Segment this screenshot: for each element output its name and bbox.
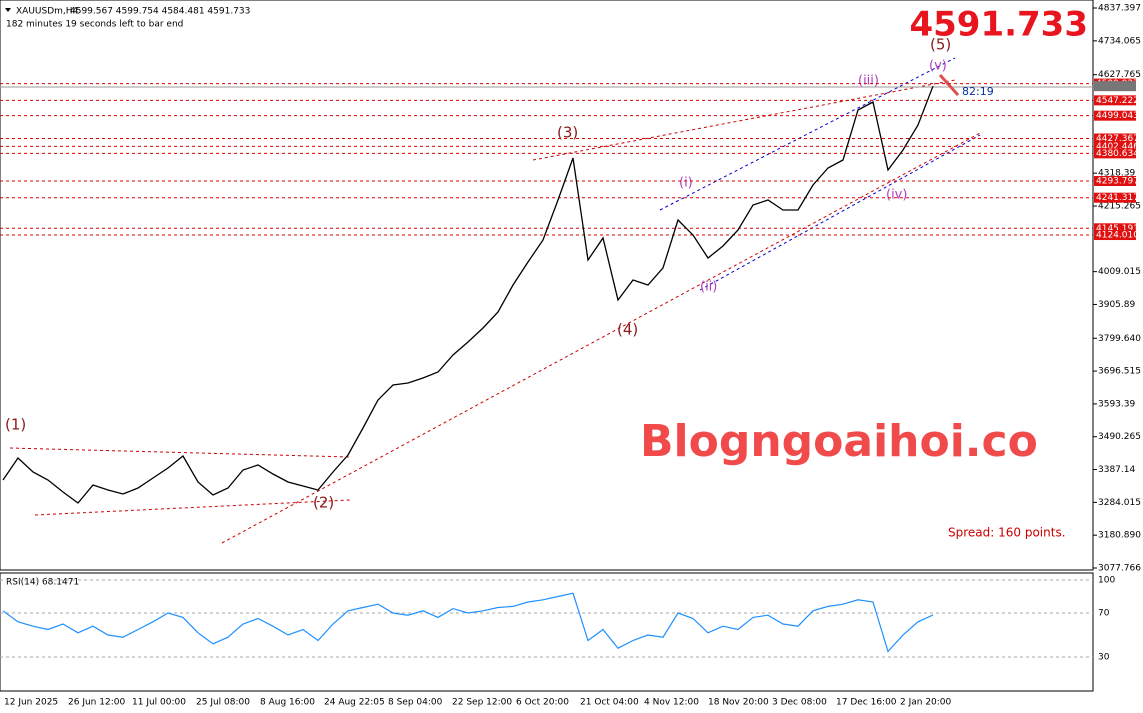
level-label: 4124.010 xyxy=(1096,231,1139,241)
y-tick-label: 4215.265 xyxy=(1098,201,1141,211)
wave-label: (iii) xyxy=(858,74,879,89)
y-tick-label: 3387.14 xyxy=(1098,465,1135,475)
level-label: 4499.043 xyxy=(1096,111,1139,121)
trendlines xyxy=(0,57,1093,544)
date-label: 26 Jun 12:00 xyxy=(68,698,125,708)
level-label: 4427.367 xyxy=(1096,134,1139,144)
date-label: 2 Jan 20:00 xyxy=(900,698,952,708)
y-tick-label: 4837.397 xyxy=(1098,3,1141,13)
level-tag xyxy=(1094,175,1136,186)
wave-label: (iv) xyxy=(886,188,907,203)
level-tag xyxy=(1094,223,1136,234)
rsi-pane xyxy=(0,572,1094,692)
y-tick-label: 4318.39 xyxy=(1098,169,1135,179)
wave-label: (2) xyxy=(313,494,334,512)
rsi-tick-label: 70 xyxy=(1098,609,1110,619)
y-tick-label: 3696.515 xyxy=(1098,367,1141,377)
level-label: 4293.797 xyxy=(1096,176,1139,186)
date-label: 8 Sep 04:00 xyxy=(388,698,443,708)
date-label: 25 Jul 08:00 xyxy=(196,698,250,708)
symbol-arrow xyxy=(5,8,11,12)
level-tag xyxy=(1094,192,1136,203)
level-tag xyxy=(1094,141,1136,152)
y-tick-label: 3593.39 xyxy=(1098,399,1135,409)
date-label: 17 Dec 16:00 xyxy=(836,698,897,708)
watermark: Blogngoaihoi.co xyxy=(640,416,1038,467)
date-label: 11 Jul 00:00 xyxy=(132,698,186,708)
wave-label: (4) xyxy=(617,321,638,339)
rsi-tick-label: 100 xyxy=(1098,576,1115,586)
big-price: 4591.733 xyxy=(909,5,1088,45)
date-label: 4 Nov 12:00 xyxy=(644,698,699,708)
date-label: 22 Sep 12:00 xyxy=(452,698,512,708)
current-tag xyxy=(1094,81,1136,92)
rsi-line xyxy=(2,592,934,653)
date-label: 8 Aug 16:00 xyxy=(260,698,315,708)
y-tick-label: 4009.015 xyxy=(1098,267,1141,277)
y-tick-label: 4627.765 xyxy=(1098,70,1141,80)
y-tick-label: 3905.89 xyxy=(1098,300,1135,310)
rsi-tick-label: 30 xyxy=(1098,653,1110,663)
date-label: 12 Jun 2025 xyxy=(4,698,58,708)
wave-label: (1) xyxy=(5,416,26,434)
y-tick-label: 4734.065 xyxy=(1098,36,1141,46)
y-tick-label: 3077.766 xyxy=(1098,564,1141,574)
y-tick-label: 3284.015 xyxy=(1098,498,1141,508)
level-tag xyxy=(1094,148,1136,159)
rsi-label: RSI(14) 68.1471 xyxy=(6,578,79,588)
level-label: 4241.317 xyxy=(1096,193,1139,203)
price-line xyxy=(2,85,934,504)
date-label: 24 Aug 22:05 xyxy=(324,698,385,708)
countdown: 82:19 xyxy=(962,85,994,98)
date-label: 3 Dec 08:00 xyxy=(772,698,827,708)
level-label: 4380.634 xyxy=(1096,149,1139,159)
wave-label: (5) xyxy=(930,36,951,54)
level-tag xyxy=(1094,133,1136,144)
wave-label: (ii) xyxy=(700,280,717,295)
date-label: 6 Oct 20:00 xyxy=(516,698,569,708)
timer: 182 minutes 19 seconds left to bar end xyxy=(6,20,183,30)
date-label: 18 Nov 20:00 xyxy=(708,698,769,708)
level-tag xyxy=(1094,230,1136,241)
level-tag xyxy=(1094,95,1136,106)
ohlc: 4599.567 4599.754 4584.481 4591.733 xyxy=(70,7,250,17)
date-label: 21 Oct 04:00 xyxy=(580,698,639,708)
level-label: 4547.222 xyxy=(1096,96,1139,106)
level-label: 4402.446 xyxy=(1096,142,1139,152)
wave-label: (i) xyxy=(679,176,693,191)
wave-label: (3) xyxy=(557,124,578,142)
level-tag xyxy=(1094,110,1136,121)
spread: Spread: 160 points. xyxy=(948,526,1066,540)
level-label: 4145.191 xyxy=(1096,224,1139,234)
wave-label: (v) xyxy=(929,59,947,74)
price-pane xyxy=(0,0,1094,571)
y-tick-label: 3799.640 xyxy=(1098,334,1141,344)
symbol: XAUUSDm,H4 xyxy=(16,7,79,17)
y-tick-label: 3180.890 xyxy=(1098,531,1141,541)
y-tick-label: 3490.265 xyxy=(1098,432,1141,442)
